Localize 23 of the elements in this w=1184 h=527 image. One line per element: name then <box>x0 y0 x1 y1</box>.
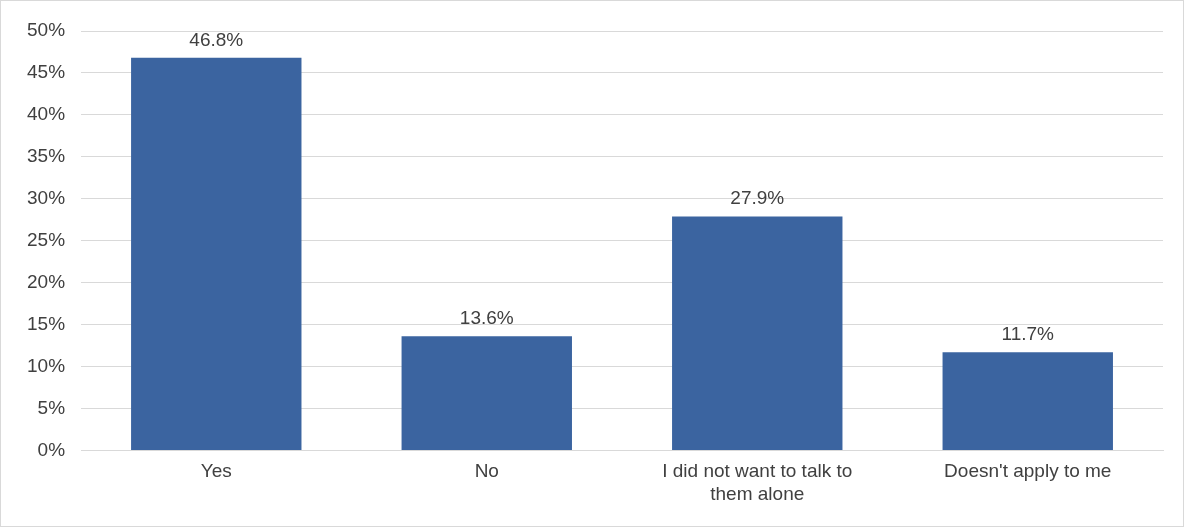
y-tick-label: 50% <box>27 19 66 41</box>
bar <box>131 57 302 450</box>
data-label: 11.7% <box>1001 322 1055 344</box>
bar <box>942 352 1113 450</box>
y-tick-label: 10% <box>27 354 66 376</box>
y-tick-label: 15% <box>27 312 66 334</box>
bar <box>672 216 843 450</box>
data-label: 27.9% <box>730 187 785 209</box>
x-tick-label: Yes <box>200 460 232 482</box>
y-tick-label: 45% <box>27 61 66 83</box>
data-label: 46.8% <box>189 28 244 50</box>
x-tick-label: Doesn't apply to me <box>944 460 1112 482</box>
y-tick-label: 5% <box>37 396 66 418</box>
y-tick-label: 20% <box>27 270 66 292</box>
x-tick-label: I did not want to talk to them alone <box>662 460 853 504</box>
y-tick-label: 0% <box>37 438 66 460</box>
y-tick-label: 25% <box>27 228 66 250</box>
y-tick-label: 35% <box>27 145 66 167</box>
bar <box>401 336 572 450</box>
data-label: 13.6% <box>459 307 514 329</box>
x-tick-label: No <box>474 460 499 482</box>
y-tick-label: 30% <box>27 186 66 208</box>
y-tick-label: 40% <box>27 103 66 125</box>
